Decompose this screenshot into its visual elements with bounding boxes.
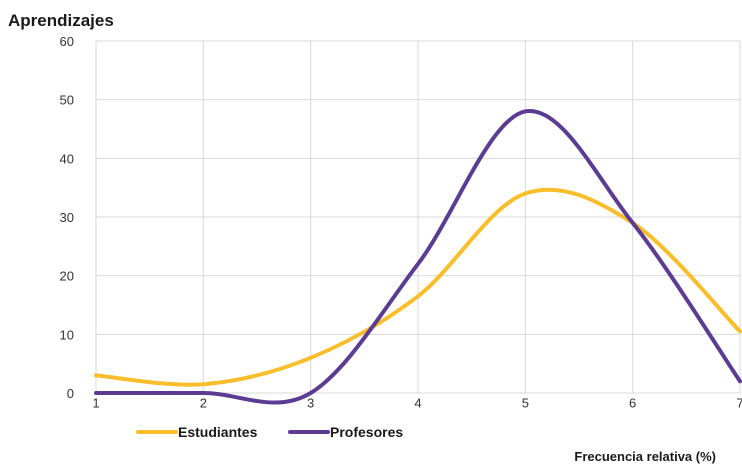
x-tick-label: 7 bbox=[736, 396, 742, 411]
legend: Estudiantes Profesores bbox=[136, 424, 403, 440]
y-tick-label: 0 bbox=[67, 386, 74, 401]
legend-label: Profesores bbox=[330, 424, 403, 440]
y-axis-ticks: 0 10 20 30 40 50 60 bbox=[60, 34, 74, 401]
chart-title: Aprendizajes bbox=[8, 11, 114, 30]
y-tick-label: 60 bbox=[60, 34, 74, 49]
legend-label: Estudiantes bbox=[178, 424, 258, 440]
y-tick-label: 50 bbox=[60, 93, 74, 108]
series-lines bbox=[94, 109, 742, 405]
x-tick-label: 6 bbox=[629, 396, 636, 411]
x-tick-label: 5 bbox=[522, 396, 529, 411]
y-tick-label: 30 bbox=[60, 210, 74, 225]
y-tick-label: 10 bbox=[60, 327, 74, 342]
y-tick-label: 20 bbox=[60, 269, 74, 284]
x-tick-label: 2 bbox=[200, 396, 207, 411]
x-tick-label: 1 bbox=[92, 396, 99, 411]
y-tick-label: 40 bbox=[60, 151, 74, 166]
x-tick-label: 4 bbox=[414, 396, 421, 411]
series-line-profesores bbox=[94, 109, 742, 405]
grid bbox=[95, 40, 741, 394]
x-axis-label: Frecuencia relativa (%) bbox=[574, 449, 716, 464]
x-axis-ticks: 1 2 3 4 5 6 7 bbox=[92, 396, 742, 411]
x-tick-label: 3 bbox=[307, 396, 314, 411]
